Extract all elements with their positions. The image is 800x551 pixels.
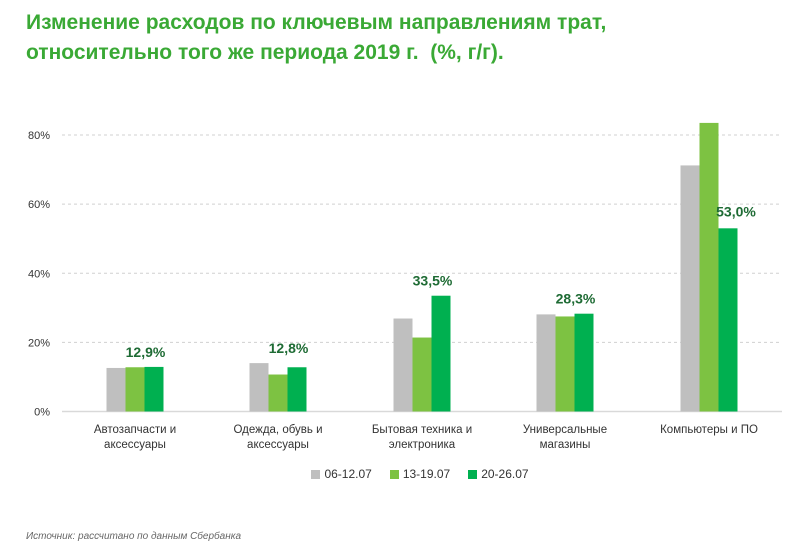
legend-swatch (311, 469, 321, 479)
x-category-label: Бытовая техника и (372, 424, 472, 436)
x-category-label: Компьютеры и ПО (660, 424, 758, 436)
data-label: 12,8% (269, 340, 309, 356)
bar-13-19.07 (412, 337, 432, 412)
legend-swatch (389, 469, 399, 479)
bar-06-12.07 (249, 363, 269, 412)
data-label: 53,0% (716, 203, 756, 219)
x-category-label: электроника (389, 439, 456, 451)
bar-20-26.07 (574, 313, 594, 412)
bar-13-19.07 (555, 316, 575, 412)
legend-item: 20-26.07 (468, 467, 529, 481)
data-label: 33,5% (413, 273, 453, 289)
y-tick-label: 60% (28, 199, 50, 211)
y-tick-label: 80% (28, 130, 50, 142)
title-line-2: относительно того же периода 2019 г. (%,… (26, 41, 504, 64)
bar-06-12.07 (680, 165, 700, 412)
x-category-label: аксессуары (104, 439, 166, 451)
data-label: 28,3% (556, 291, 596, 307)
y-tick-label: 20% (28, 337, 50, 349)
x-category-label: Автозапчасти и (94, 424, 176, 436)
bar-20-26.07 (431, 295, 451, 412)
legend-swatch (468, 469, 478, 479)
bar-13-19.07 (268, 374, 288, 412)
legend-item: 06-12.07 (311, 467, 372, 481)
legend-label: 20-26.07 (481, 467, 529, 481)
bar-20-26.07 (144, 366, 164, 412)
y-tick-label: 0% (34, 407, 50, 419)
source-note: Источник: рассчитано по данным Сбербанка (26, 531, 242, 542)
x-category-label: Универсальные (523, 424, 607, 436)
x-category-label: магазины (540, 439, 591, 451)
bar-06-12.07 (393, 318, 413, 412)
legend-item: 13-19.07 (389, 467, 451, 481)
x-category-label: аксессуары (247, 439, 309, 451)
bar-20-26.07 (287, 367, 307, 412)
legend: 06-12.07 13-19.07 20-26.07 (0, 467, 800, 481)
title-line-1: Изменение расходов по ключевым направлен… (26, 11, 607, 34)
x-category-label: Одежда, обувь и (233, 424, 322, 436)
legend-label: 13-19.07 (402, 467, 451, 481)
data-label: 12,9% (126, 344, 166, 360)
bar-13-19.07 (699, 122, 719, 412)
bar-20-26.07 (718, 228, 738, 412)
bar-06-12.07 (106, 367, 126, 412)
y-tick-label: 40% (28, 268, 50, 280)
legend-label: 06-12.07 (324, 467, 372, 481)
chart-title: Изменение расходов по ключевым направлен… (26, 8, 606, 68)
bar-13-19.07 (125, 367, 145, 412)
bar-06-12.07 (536, 314, 556, 412)
